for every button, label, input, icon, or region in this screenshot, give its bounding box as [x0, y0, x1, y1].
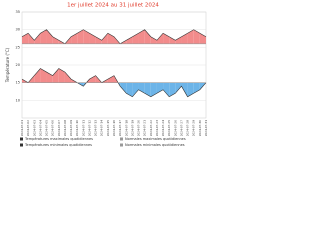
- fill-above: [138, 29, 145, 44]
- fill-above: [193, 29, 200, 44]
- fill-above: [150, 36, 157, 44]
- fill-above: [187, 29, 194, 44]
- legend-label: Températures minimales quotidiennes: [24, 143, 92, 147]
- fill-above: [40, 68, 47, 83]
- legend-swatch: [20, 137, 23, 141]
- fill-above: [34, 33, 41, 44]
- x-tick-label: 2024-07-22: [149, 120, 153, 136]
- x-tick-label: 2024-07-24: [161, 120, 165, 136]
- x-tick-label: 2024-07-18: [124, 120, 128, 136]
- fill-above: [83, 29, 90, 44]
- fill-above: [101, 33, 108, 44]
- fill-above: [169, 36, 176, 44]
- series-line: [21, 68, 207, 98]
- fill-above: [77, 29, 84, 44]
- fill-below: [126, 82, 133, 97]
- series-line: [21, 29, 207, 45]
- legend-swatch: [120, 137, 123, 141]
- fill-above: [58, 68, 65, 83]
- fill-above: [22, 33, 29, 44]
- x-tick-label: 2024-07-06: [51, 120, 55, 136]
- x-tick-label: 2024-07-25: [167, 120, 171, 136]
- chart: 1er juillet 2024 au 31 juillet 2024 Temp…: [5, 3, 208, 148]
- x-tick-label: 2024-07-16: [112, 120, 116, 136]
- fill-above: [107, 75, 114, 83]
- chart-title: 1er juillet 2024 au 31 juillet 2024: [67, 3, 159, 9]
- x-tick-label: 2024-07-28: [186, 120, 190, 136]
- x-tick-label: 2024-07-13: [94, 120, 98, 136]
- fill-above: [71, 33, 78, 44]
- fill-below: [175, 82, 182, 94]
- x-tick-label: 2024-07-27: [179, 120, 183, 136]
- x-tick-label: 2024-07-29: [192, 120, 196, 136]
- fill-above: [52, 68, 59, 83]
- legend-swatch: [20, 143, 23, 147]
- fill-above: [107, 33, 114, 44]
- x-tick-label: 2024-07-07: [57, 120, 61, 136]
- x-tick-label: 2024-07-04: [38, 120, 42, 136]
- y-tick-label: 20: [16, 63, 20, 67]
- fill-above: [89, 75, 96, 83]
- x-tick-label: 2024-07-31: [204, 120, 208, 136]
- x-tick-label: 2024-07-08: [63, 120, 67, 136]
- x-tick-label: 2024-07-19: [130, 120, 134, 136]
- fill-above: [95, 36, 102, 44]
- fill-above: [46, 29, 53, 44]
- fill-above: [52, 36, 59, 44]
- x-tick-label: 2024-07-20: [137, 120, 141, 136]
- fill-below: [120, 82, 127, 94]
- legend-label: Normales minimales quotidiennes: [125, 143, 185, 147]
- y-tick-label: 25: [16, 45, 20, 49]
- x-tick-label: 2024-07-23: [155, 120, 159, 136]
- fill-above: [156, 33, 164, 44]
- y-tick-label: 30: [16, 28, 20, 32]
- legend-label: Températures maximales quotidiennes: [24, 137, 93, 141]
- fill-above: [175, 36, 182, 44]
- y-tick-label: 35: [16, 10, 20, 14]
- x-tick-label: 2024-07-12: [87, 120, 91, 136]
- fill-above: [126, 36, 133, 44]
- x-tick-label: 2024-07-05: [45, 120, 49, 136]
- fill-above: [34, 68, 41, 83]
- fill-below: [193, 82, 200, 94]
- y-tick-label: 15: [16, 81, 20, 85]
- fill-above: [40, 29, 47, 44]
- fill-below: [150, 82, 157, 97]
- fill-above: [199, 33, 206, 44]
- x-tick-label: 2024-07-17: [118, 120, 122, 136]
- fill-above: [144, 29, 151, 44]
- x-tick-label: 2024-07-03: [32, 120, 36, 136]
- x-tick-label: 2024-07-30: [198, 120, 202, 136]
- x-tick-label: 2024-07-11: [81, 120, 85, 136]
- fill-below: [132, 82, 139, 97]
- x-tick-label: 2024-07-09: [69, 120, 73, 136]
- x-tick-label: 2024-07-14: [100, 120, 104, 136]
- fill-above: [64, 72, 72, 83]
- x-tick-label: 2024-07-15: [106, 120, 110, 136]
- x-tick-label: 2024-07-02: [26, 120, 30, 136]
- legend-label: Normales maximales quotidiennes: [125, 137, 186, 141]
- x-tick-label: 2024-07-26: [173, 120, 177, 136]
- fill-below: [144, 82, 151, 97]
- x-tick-label: 2024-07-21: [143, 120, 147, 136]
- fill-above: [28, 33, 35, 44]
- legend-swatch: [120, 143, 123, 147]
- x-tick-label: 2024-07-01: [20, 120, 24, 136]
- y-axis-label: Température (°C): [5, 47, 10, 83]
- fill-below: [181, 82, 188, 97]
- fill-below: [169, 82, 176, 97]
- fill-below: [187, 82, 194, 97]
- fill-below: [163, 82, 170, 97]
- y-tick-label: 10: [16, 98, 20, 102]
- fill-above: [89, 33, 96, 44]
- x-tick-label: 2024-07-10: [75, 120, 79, 136]
